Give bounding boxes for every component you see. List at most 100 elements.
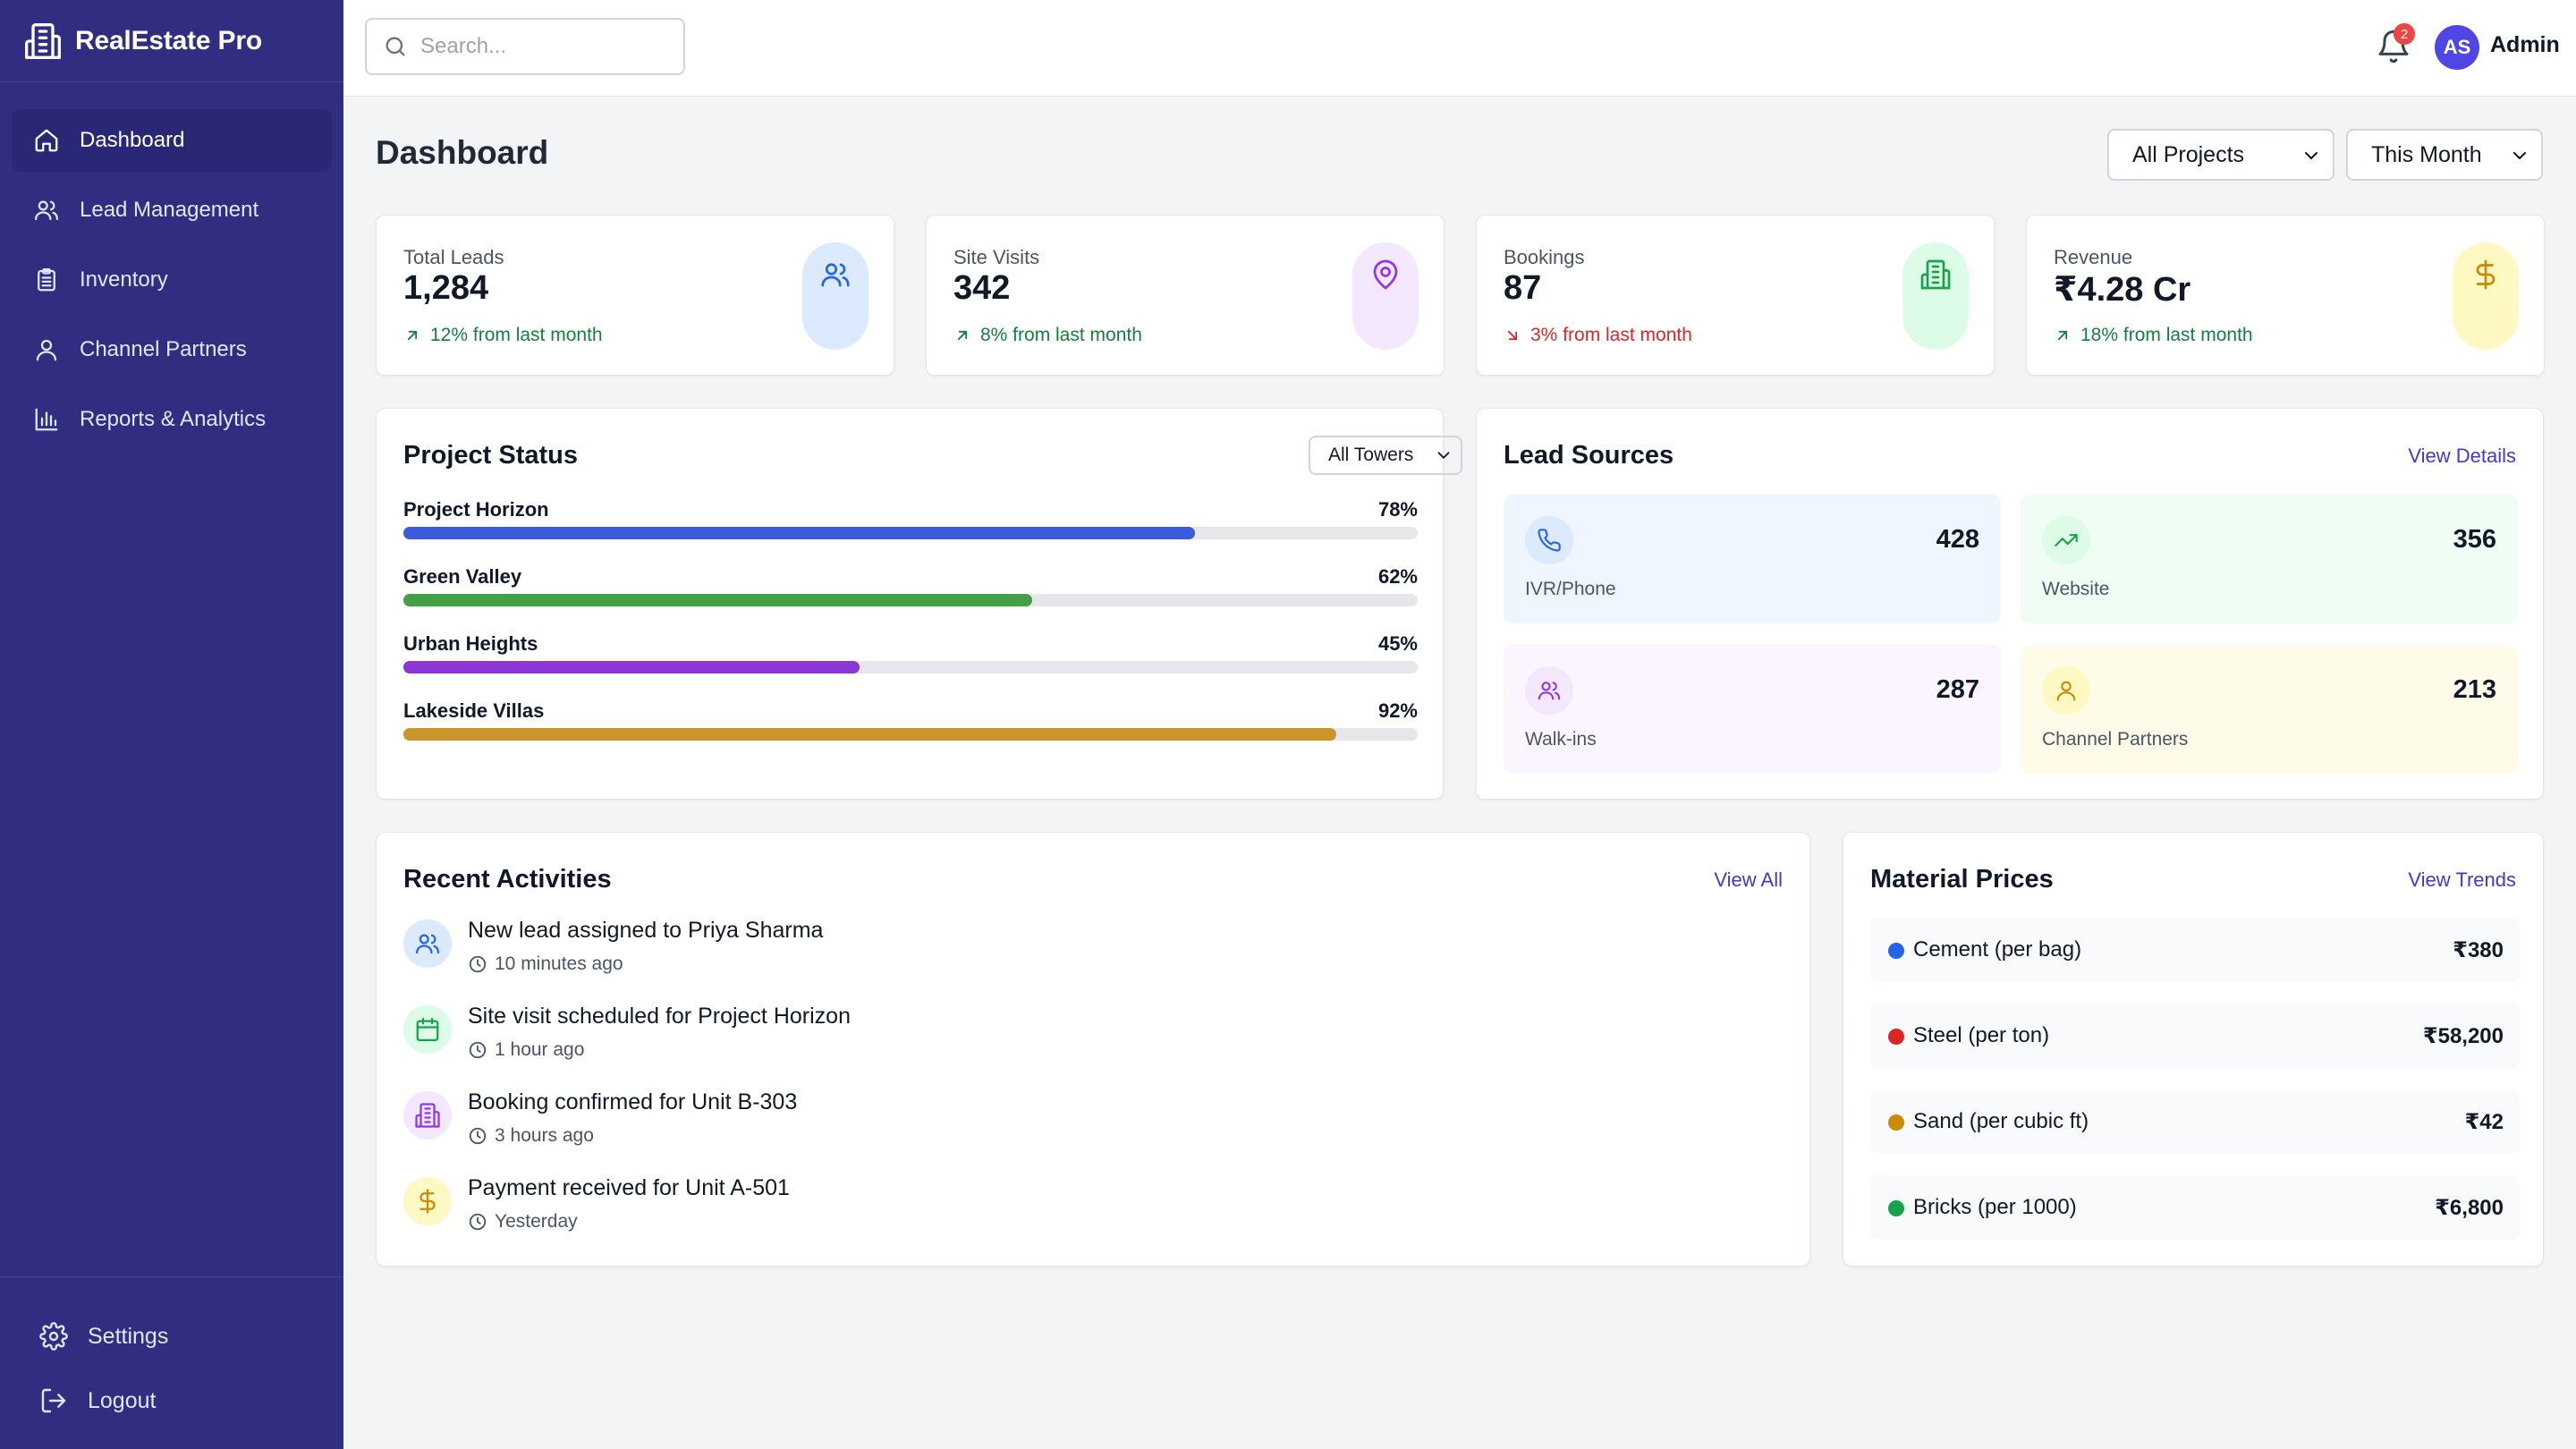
material-color-dot <box>1888 943 1904 959</box>
user-name[interactable]: Admin <box>2490 32 2560 57</box>
source-icon-badge <box>2042 666 2090 715</box>
activity-time: 10 minutes ago <box>468 953 623 975</box>
bar-chart-icon <box>35 408 58 431</box>
activity-icon-badge <box>403 1177 452 1225</box>
brand[interactable]: RealEstate Pro <box>0 0 343 82</box>
activity-title: Booking confirmed for Unit B-303 <box>468 1089 798 1114</box>
sidebar-item-label: Reports & Analytics <box>80 407 267 431</box>
material-price: ₹58,200 <box>2422 1024 2504 1048</box>
stat-change: 18% from last month <box>2054 325 2253 346</box>
progress-track <box>403 594 1418 606</box>
activity-time-text: 3 hours ago <box>495 1125 594 1146</box>
tower-filter-select[interactable]: All Towers <box>1309 436 1462 475</box>
view-trends-link[interactable]: View Trends <box>2408 869 2516 891</box>
building-icon <box>415 1103 440 1128</box>
card-title: Recent Activities <box>403 865 612 894</box>
source-count: 213 <box>2453 675 2496 704</box>
material-price: ₹380 <box>2453 938 2504 962</box>
stat-change: 3% from last month <box>1504 325 1692 346</box>
clock-icon <box>469 1213 487 1231</box>
source-count: 356 <box>2453 525 2496 554</box>
activity-item[interactable]: New lead assigned to Priya Sharma 10 min… <box>403 918 1745 989</box>
material-row: Steel (per ton) ₹58,200 <box>1870 1004 2520 1068</box>
clock-icon <box>469 1127 487 1145</box>
activity-time-text: Yesterday <box>495 1211 578 1232</box>
notifications-button[interactable]: 2 <box>2376 23 2415 64</box>
material-name: Cement (per bag) <box>1913 937 2082 962</box>
sidebar-item-reports-analytics[interactable]: Reports & Analytics <box>12 388 332 451</box>
activity-icon-badge <box>403 1005 452 1054</box>
activity-item[interactable]: Booking confirmed for Unit B-303 3 hours… <box>403 1089 1745 1161</box>
lead-source-walk-ins[interactable]: 287 Walk-ins <box>1504 645 2001 774</box>
stat-change-text: 3% from last month <box>1530 325 1692 345</box>
logout-icon <box>41 1388 66 1413</box>
sidebar-item-channel-partners[interactable]: Channel Partners <box>12 318 332 381</box>
gear-icon <box>39 1322 68 1351</box>
sidebar-item-inventory[interactable]: Inventory <box>12 249 332 311</box>
view-all-link[interactable]: View All <box>1714 869 1783 891</box>
stat-icon-badge <box>1902 242 1969 350</box>
project-percent: 78% <box>1377 498 1418 521</box>
source-label: IVR/Phone <box>1525 579 1616 599</box>
stat-label: Site Visits <box>953 246 1040 268</box>
dollar-icon <box>2476 259 2496 290</box>
progress-fill <box>403 527 1195 539</box>
stat-icon-badge <box>2453 242 2519 350</box>
material-name: Bricks (per 1000) <box>1913 1195 2077 1219</box>
material-prices-card: Material Prices View Trends Cement (per … <box>1843 832 2544 1267</box>
search-box[interactable] <box>365 18 685 75</box>
notification-badge: 2 <box>2394 23 2415 45</box>
sidebar-item-lead-management[interactable]: Lead Management <box>12 179 332 242</box>
project-filter-value: All Projects <box>2132 141 2245 167</box>
stat-change: 8% from last month <box>953 325 1142 346</box>
logout-label: Logout <box>88 1387 157 1413</box>
activity-time: 3 hours ago <box>468 1125 594 1147</box>
sidebar-item-label: Channel Partners <box>80 337 247 361</box>
project-filter-select[interactable]: All Projects <box>2107 129 2334 181</box>
avatar[interactable]: AS <box>2435 25 2479 70</box>
arrow-down-right-icon <box>1507 330 1518 341</box>
view-details-link[interactable]: View Details <box>2408 445 2516 467</box>
map-pin-icon <box>1373 259 1398 290</box>
activity-time-text: 10 minutes ago <box>495 953 623 974</box>
sidebar-bottom: Settings Logout <box>0 1276 343 1449</box>
tower-filter-value: All Towers <box>1328 445 1414 465</box>
trending-up-icon <box>2055 534 2078 547</box>
search-input[interactable] <box>420 34 671 59</box>
activity-title: New lead assigned to Priya Sharma <box>468 918 824 943</box>
user-icon <box>36 339 57 361</box>
card-title: Material Prices <box>1870 865 2054 894</box>
sidebar-item-dashboard[interactable]: Dashboard <box>12 109 332 172</box>
activity-time: 1 hour ago <box>468 1039 584 1061</box>
project-name: Urban Heights <box>403 632 538 655</box>
arrow-up-right-icon <box>407 330 418 341</box>
lead-source-ivr-phone[interactable]: 428 IVR/Phone <box>1504 495 2001 623</box>
users-icon <box>821 263 850 287</box>
clock-icon <box>469 1041 487 1059</box>
stat-change-text: 18% from last month <box>2080 325 2253 345</box>
source-icon-badge <box>1525 516 1573 564</box>
activity-item[interactable]: Site visit scheduled for Project Horizon… <box>403 1004 1745 1075</box>
project-percent: 62% <box>1377 565 1418 588</box>
lead-source-website[interactable]: 356 Website <box>2021 495 2518 623</box>
period-filter-select[interactable]: This Month <box>2346 129 2543 181</box>
stat-change-text: 8% from last month <box>980 325 1142 345</box>
chevron-down-icon <box>1437 452 1450 459</box>
project-name: Lakeside Villas <box>403 699 545 722</box>
clipboard-icon <box>38 268 55 292</box>
dollar-icon <box>419 1189 436 1214</box>
lead-source-channel-partners[interactable]: 213 Channel Partners <box>2021 645 2518 774</box>
material-price: ₹6,800 <box>2435 1196 2504 1220</box>
activity-time: Yesterday <box>468 1211 578 1233</box>
stat-change-text: 12% from last month <box>430 325 603 345</box>
lead-sources-card: Lead Sources View Details 428 IVR/Phone … <box>1476 408 2544 800</box>
stat-value: ₹4.28 Cr <box>2054 271 2191 309</box>
source-label: Walk-ins <box>1525 729 1597 750</box>
settings-link[interactable]: Settings <box>39 1304 343 1368</box>
logout-link[interactable]: Logout <box>39 1368 343 1433</box>
source-label: Website <box>2042 579 2110 599</box>
activity-icon-badge <box>403 919 452 968</box>
activity-item[interactable]: Payment received for Unit A-501 Yesterda… <box>403 1175 1745 1247</box>
project-percent: 92% <box>1377 699 1418 722</box>
project-name: Project Horizon <box>403 498 549 521</box>
